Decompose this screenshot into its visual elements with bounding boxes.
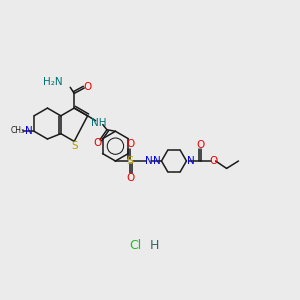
Text: O: O bbox=[126, 172, 134, 183]
Text: O: O bbox=[209, 156, 217, 166]
Text: O: O bbox=[94, 138, 102, 148]
Text: N: N bbox=[154, 156, 161, 166]
Text: S: S bbox=[127, 156, 134, 166]
Text: N: N bbox=[25, 126, 33, 136]
Text: N: N bbox=[187, 156, 194, 166]
Text: NH: NH bbox=[92, 118, 107, 128]
Text: O: O bbox=[196, 140, 205, 150]
Text: H: H bbox=[150, 238, 159, 252]
Text: N: N bbox=[145, 156, 153, 166]
Text: CH₃: CH₃ bbox=[11, 126, 25, 135]
Text: H₂N: H₂N bbox=[44, 77, 63, 87]
Text: S: S bbox=[71, 141, 77, 152]
Text: O: O bbox=[83, 82, 92, 92]
Text: Cl: Cl bbox=[129, 238, 141, 252]
Text: O: O bbox=[126, 140, 134, 149]
